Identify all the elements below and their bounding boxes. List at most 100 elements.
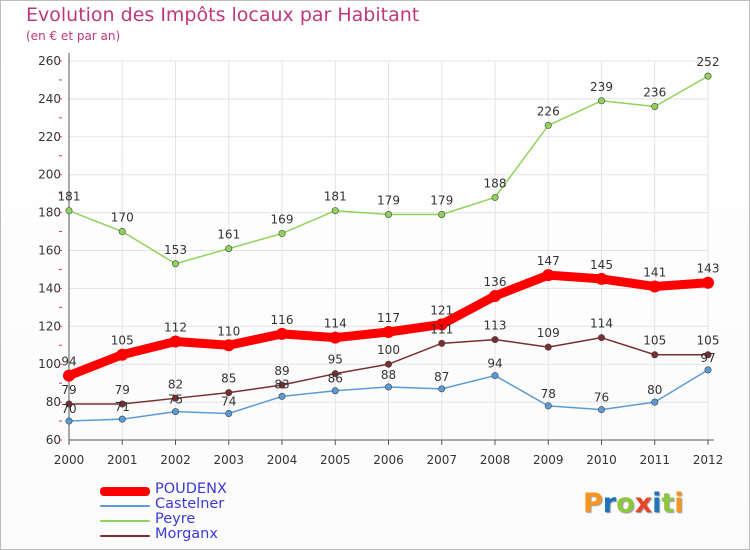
data-point-peyre (278, 229, 286, 237)
data-point-peyre (597, 97, 605, 105)
data-label-peyre: 236 (643, 85, 666, 99)
data-label-morganx: 111 (430, 322, 453, 336)
data-point-morganx (278, 381, 286, 389)
data-point-castelner (331, 387, 339, 395)
data-label-peyre: 181 (324, 190, 347, 204)
data-label-castelner: 83 (274, 377, 289, 391)
data-label-morganx: 109 (537, 326, 560, 340)
data-point-peyre (225, 245, 233, 253)
chart-subtitle: (en € et par an) (26, 29, 121, 43)
data-point-morganx (384, 360, 392, 368)
y-tick-label: 120 (38, 319, 61, 333)
legend-swatch (100, 520, 150, 522)
y-tick-label: 100 (38, 357, 61, 371)
data-point-morganx (225, 389, 233, 397)
data-point-poudenx (648, 280, 661, 293)
data-label-morganx: 95 (328, 353, 343, 367)
legend-label: Morganx (155, 526, 218, 542)
data-label-morganx: 89 (274, 364, 289, 378)
data-label-poudenx: 136 (484, 275, 507, 289)
data-label-poudenx: 112 (164, 320, 187, 334)
data-label-morganx: 82 (168, 377, 183, 391)
y-tick-label: 260 (38, 54, 61, 68)
data-point-castelner (384, 383, 392, 391)
data-label-peyre: 181 (58, 190, 81, 204)
legend-item: Morganx (100, 526, 300, 543)
data-point-castelner (438, 385, 446, 393)
data-label-castelner: 88 (381, 368, 396, 382)
data-label-castelner: 75 (168, 393, 183, 407)
data-label-peyre: 153 (164, 243, 187, 257)
data-point-poudenx (702, 276, 714, 289)
data-label-morganx: 85 (221, 372, 236, 386)
x-tick-label: 2004 (267, 453, 298, 467)
logo-letter: o (616, 488, 635, 519)
y-tick-label: 60 (46, 433, 61, 447)
data-point-peyre (544, 121, 552, 129)
data-label-peyre: 179 (377, 193, 400, 207)
data-label-castelner: 80 (647, 383, 662, 397)
data-label-poudenx: 94 (61, 355, 76, 369)
data-point-peyre (491, 193, 499, 201)
data-label-castelner: 78 (541, 387, 556, 401)
data-point-morganx (651, 351, 659, 359)
legend-item: Peyre (100, 511, 300, 528)
data-point-peyre (172, 260, 180, 268)
legend-item: Castelner (100, 496, 300, 513)
data-point-peyre (704, 72, 712, 80)
data-label-morganx: 113 (484, 319, 507, 333)
legend-swatch (100, 505, 150, 507)
data-label-morganx: 100 (377, 343, 400, 357)
data-label-poudenx: 114 (324, 317, 347, 331)
data-label-poudenx: 116 (271, 313, 294, 327)
logo-letter: r (602, 488, 617, 519)
x-tick-label: 2007 (426, 453, 457, 467)
logo-letter: i (652, 488, 662, 519)
legend-item: POUDENX (100, 481, 300, 498)
data-label-morganx: 105 (697, 334, 720, 348)
x-tick-label: 2000 (54, 453, 85, 467)
x-tick-label: 2009 (533, 453, 564, 467)
data-label-peyre: 169 (271, 212, 294, 226)
data-point-poudenx (169, 335, 182, 348)
data-point-morganx (331, 370, 339, 378)
x-tick-label: 2010 (586, 453, 617, 467)
data-point-morganx (118, 400, 126, 408)
legend-label: POUDENX (155, 481, 227, 497)
data-point-morganx (491, 336, 499, 344)
data-label-castelner: 97 (700, 351, 715, 365)
data-label-poudenx: 145 (590, 258, 613, 272)
logo-letter: P (583, 488, 603, 519)
data-point-morganx (172, 394, 180, 402)
data-label-poudenx: 121 (430, 303, 453, 317)
data-label-peyre: 252 (697, 55, 720, 69)
data-point-castelner (225, 409, 233, 417)
data-label-castelner: 94 (487, 357, 502, 371)
data-label-poudenx: 105 (111, 334, 134, 348)
x-tick-label: 2008 (480, 453, 511, 467)
x-tick-label: 2011 (639, 453, 670, 467)
y-tick-label: 140 (38, 281, 61, 295)
y-tick-label: 160 (38, 244, 61, 258)
logo-letter: x (634, 488, 653, 519)
legend-swatch (100, 486, 150, 496)
x-tick-label: 2012 (693, 453, 724, 467)
data-label-castelner: 87 (434, 370, 449, 384)
data-label-castelner: 86 (328, 372, 343, 386)
legend-label: Castelner (155, 496, 225, 512)
y-tick-label: 220 (38, 130, 61, 144)
data-label-castelner: 70 (61, 402, 76, 416)
data-point-peyre (331, 207, 339, 215)
data-point-castelner (172, 408, 180, 416)
data-point-peyre (65, 207, 73, 215)
data-point-peyre (118, 228, 126, 236)
data-point-poudenx (489, 289, 501, 302)
data-label-poudenx: 110 (217, 324, 240, 338)
data-point-morganx (65, 400, 73, 408)
x-tick-label: 2003 (213, 453, 244, 467)
data-label-poudenx: 143 (697, 262, 720, 276)
x-tick-label: 2001 (107, 453, 138, 467)
y-tick-label: 240 (38, 92, 61, 106)
